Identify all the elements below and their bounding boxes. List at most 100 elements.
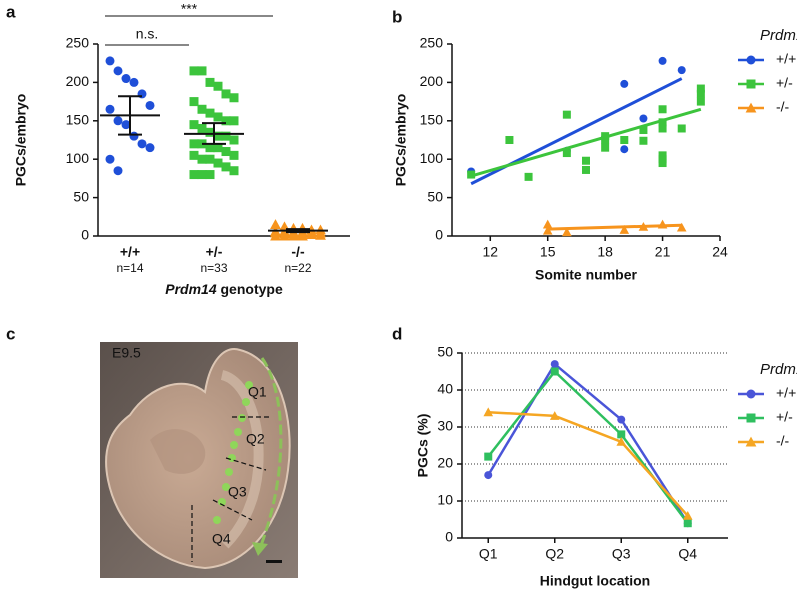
x-tick-label: 18 xyxy=(597,244,613,260)
marker xyxy=(696,89,705,98)
stage-label: E9.5 xyxy=(112,345,141,361)
marker xyxy=(213,131,223,141)
marker xyxy=(639,136,648,145)
marker xyxy=(601,136,610,144)
y-tick-label: 30 xyxy=(437,418,453,434)
marker xyxy=(189,120,199,130)
x-axis-label: Hindgut location xyxy=(540,573,650,589)
marker xyxy=(483,407,494,417)
marker xyxy=(746,79,756,89)
x-tick-label: Q2 xyxy=(545,546,564,562)
marker xyxy=(205,143,215,153)
significance-label: n.s. xyxy=(136,26,159,42)
marker xyxy=(617,430,626,439)
y-tick-label: 150 xyxy=(66,112,90,128)
marker xyxy=(189,97,199,107)
y-axis-label: PGCs (%) xyxy=(415,414,431,478)
region-label: Q3 xyxy=(228,484,247,500)
marker xyxy=(229,150,239,160)
marker xyxy=(550,360,559,369)
y-tick-label: 40 xyxy=(437,381,453,397)
marker xyxy=(113,116,123,126)
marker xyxy=(542,219,553,229)
y-axis-label: PGCs/embryo xyxy=(13,94,29,187)
marker xyxy=(658,56,667,65)
legend-label: +/+ xyxy=(776,51,796,67)
marker xyxy=(619,225,630,234)
series-line xyxy=(487,369,689,524)
marker xyxy=(189,66,199,76)
marker xyxy=(270,230,281,241)
y-tick-label: 100 xyxy=(66,150,90,166)
marker xyxy=(145,100,155,110)
marker xyxy=(197,170,207,180)
y-tick-label: 100 xyxy=(420,150,444,166)
marker xyxy=(213,158,223,168)
marker xyxy=(601,143,610,152)
marker xyxy=(221,147,231,157)
y-axis-label: PGCs/embryo xyxy=(393,94,409,187)
legend-title: Prdm14 xyxy=(760,361,797,378)
marker xyxy=(696,84,705,93)
x-tick-label: 15 xyxy=(540,244,556,260)
marker xyxy=(229,116,239,126)
marker xyxy=(745,436,757,447)
region-label: Q4 xyxy=(212,531,231,547)
marker xyxy=(105,56,115,66)
marker xyxy=(658,118,667,127)
marker xyxy=(745,102,757,113)
x-axis-label: Prdm14 genotype xyxy=(165,281,283,297)
embryo-image: E9.5 Q1 Q2 Q3 Q4 xyxy=(100,342,298,578)
marker xyxy=(639,114,648,123)
marker xyxy=(213,112,223,122)
panel-label: b xyxy=(392,7,402,26)
marker xyxy=(189,139,199,149)
region-label: Q2 xyxy=(246,431,265,447)
marker xyxy=(582,165,590,174)
marker xyxy=(129,77,139,87)
marker xyxy=(638,221,649,231)
y-tick-label: 0 xyxy=(445,529,453,545)
marker xyxy=(229,93,239,103)
marker xyxy=(746,55,756,65)
marker xyxy=(297,230,308,241)
marker xyxy=(189,170,199,180)
x-tick-label: +/+ xyxy=(120,244,140,260)
marker xyxy=(315,229,326,240)
x-tick-label: 24 xyxy=(712,244,728,260)
marker xyxy=(696,97,705,106)
x-axis-label-italic: Prdm14 xyxy=(165,281,217,297)
x-tick-label: 21 xyxy=(655,244,671,260)
x-tick-label: Q1 xyxy=(479,546,498,562)
marker xyxy=(205,127,215,137)
marker xyxy=(189,150,199,160)
marker xyxy=(205,108,215,118)
marker xyxy=(746,389,756,399)
y-tick-label: 200 xyxy=(66,73,90,89)
y-tick-label: 150 xyxy=(420,112,444,128)
y-tick-label: 50 xyxy=(437,344,453,360)
n-label: n=14 xyxy=(116,261,143,275)
legend-label: +/+ xyxy=(776,385,796,401)
marker xyxy=(620,79,629,88)
marker xyxy=(562,110,571,119)
marker xyxy=(121,74,131,84)
marker xyxy=(205,154,215,164)
marker xyxy=(746,413,756,423)
marker xyxy=(467,170,476,179)
marker xyxy=(121,120,131,130)
marker xyxy=(145,143,155,153)
y-tick-label: 50 xyxy=(427,188,443,204)
y-tick-label: 250 xyxy=(66,35,90,51)
legend-title: Prdm14 xyxy=(760,27,797,44)
x-tick-label: -/- xyxy=(291,244,305,260)
series-line xyxy=(488,410,689,517)
x-axis-label: Somite number xyxy=(535,267,637,283)
marker xyxy=(550,367,559,376)
marker xyxy=(617,415,626,424)
n-label: n=22 xyxy=(284,261,311,275)
x-tick-label: Q4 xyxy=(678,546,697,562)
marker xyxy=(562,227,572,237)
marker xyxy=(279,230,290,241)
marker xyxy=(306,229,317,239)
